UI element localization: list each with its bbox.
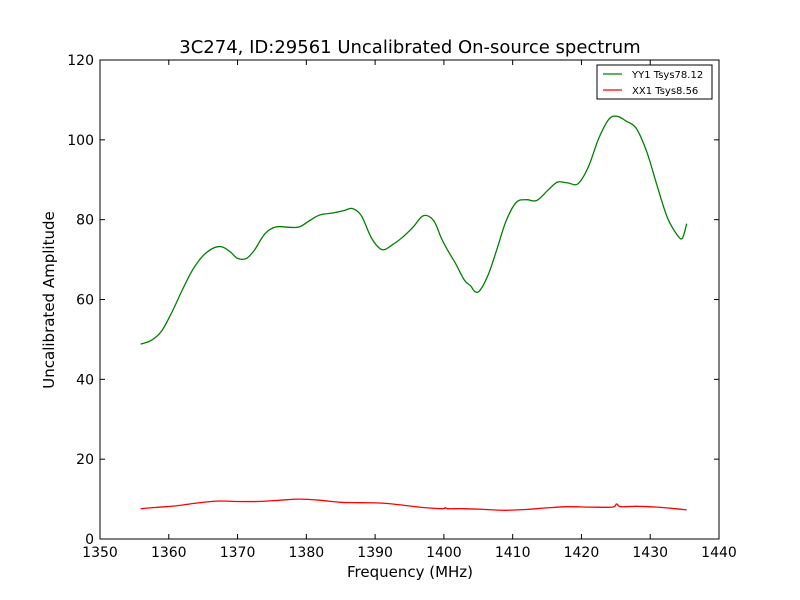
legend-box xyxy=(596,64,713,100)
legend-label-yy1: YY1 Tsys78.12 xyxy=(631,70,703,81)
y-tick-label: 0 xyxy=(85,532,94,548)
x-tick-label: 1410 xyxy=(495,545,531,561)
x-tick-label: 1390 xyxy=(357,545,393,561)
y-tick-label: 80 xyxy=(76,213,94,229)
series-line-xx1 xyxy=(140,498,687,511)
y-tick-label: 20 xyxy=(76,452,94,468)
x-axis-label: Frequency (MHz) xyxy=(347,563,473,581)
x-tick-label: 1380 xyxy=(289,545,325,561)
x-tick-label: 1430 xyxy=(632,545,668,561)
y-tick-label: 40 xyxy=(76,372,94,388)
ticks: 1350 1360 1370 1380 1390 1400 1410 1420 1430 1440… xyxy=(67,53,737,561)
y-axis-label: Uncalibrated Amplitude xyxy=(40,211,58,388)
y-tick-label: 120 xyxy=(67,53,94,69)
chart-title: 3C274, ID:29561 Uncalibrated On-source s… xyxy=(179,37,640,58)
legend-label-xx1: XX1 Tsys8.56 xyxy=(632,86,698,97)
legend: YY1 Tsys78.12 XX1 Tsys8.56 xyxy=(596,64,713,100)
series-line-yy1 xyxy=(140,115,688,345)
x-tick-label: 1360 xyxy=(151,545,187,561)
plot-lines xyxy=(140,115,688,511)
x-tick-label: 1420 xyxy=(564,545,600,561)
x-tick-label: 1370 xyxy=(220,545,256,561)
x-tick-label: 1400 xyxy=(426,545,462,561)
x-tick-label: 1350 xyxy=(82,545,118,561)
x-tick-label: 1440 xyxy=(701,545,737,561)
y-tick-label: 60 xyxy=(76,293,94,309)
y-tick-label: 100 xyxy=(67,133,94,149)
